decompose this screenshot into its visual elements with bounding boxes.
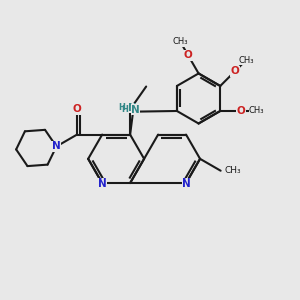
Text: O: O bbox=[184, 50, 193, 60]
Text: N: N bbox=[182, 178, 190, 188]
Text: CH₃: CH₃ bbox=[173, 38, 188, 46]
Text: N: N bbox=[128, 103, 136, 113]
Text: CH₃: CH₃ bbox=[249, 106, 264, 116]
Text: N: N bbox=[98, 178, 106, 188]
Text: N: N bbox=[98, 178, 106, 189]
Text: N: N bbox=[182, 178, 190, 189]
Text: N: N bbox=[131, 105, 140, 115]
Text: CH₃: CH₃ bbox=[224, 166, 241, 175]
Text: O: O bbox=[237, 106, 246, 116]
Text: N: N bbox=[52, 142, 61, 152]
Text: H: H bbox=[118, 103, 125, 112]
Text: H: H bbox=[121, 105, 128, 114]
Text: O: O bbox=[231, 66, 239, 76]
Text: CH₃: CH₃ bbox=[238, 56, 254, 65]
Text: O: O bbox=[73, 104, 81, 114]
